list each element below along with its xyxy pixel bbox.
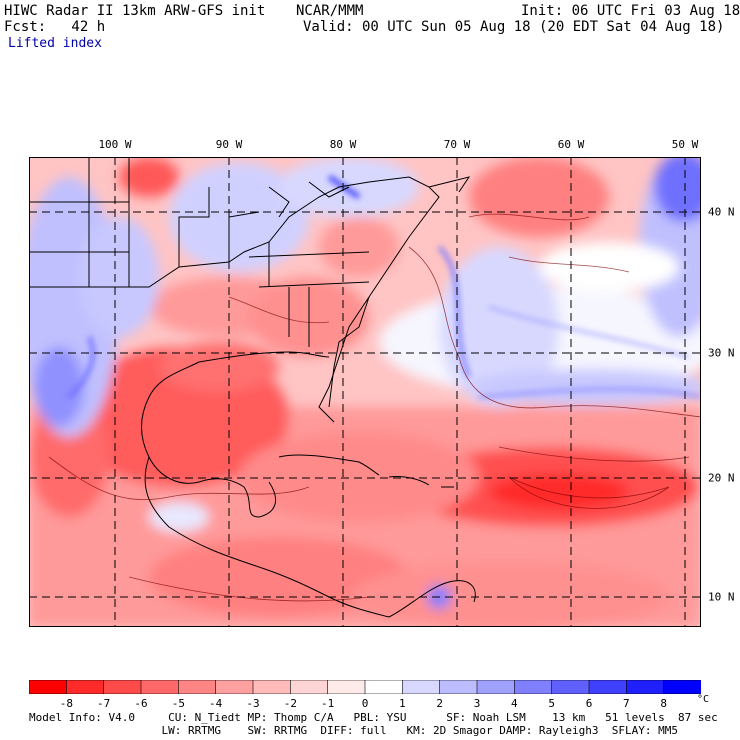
colorbar-swatch [551, 680, 590, 694]
colorbar-tick-label: 6 [585, 697, 593, 710]
map-frame [29, 157, 701, 627]
valid-time: Valid: 00 UTC Sun 05 Aug 18 (20 EDT Sat … [303, 19, 725, 35]
colorbar-swatch [103, 680, 142, 694]
colorbar-swatch [364, 680, 404, 694]
model-title: HIWC Radar II 13km ARW-GFS init [4, 3, 266, 19]
lon-label-90w: 90 W [215, 138, 243, 151]
contours [48, 213, 701, 602]
colorbar-tick-label: 5 [548, 697, 555, 710]
colorbar-unit: °C [697, 694, 710, 705]
colorbar-swatch [663, 680, 701, 694]
colorbar-tick-label: 7 [623, 697, 630, 710]
colorbar-tick-label: -6 [134, 697, 148, 710]
colorbar-tick-label: 1 [399, 697, 406, 710]
colorbar-swatch [252, 680, 292, 694]
colorbar-swatch [29, 680, 68, 694]
colorbar-swatch [215, 680, 254, 694]
colorbar-tick-label: 0 [361, 697, 369, 710]
colorbar-swatch [178, 680, 217, 694]
colorbar-swatch [439, 680, 478, 694]
colorbar-swatch [327, 680, 366, 694]
init-time: Init: 06 UTC Fri 03 Aug 18 [521, 3, 740, 19]
field-streaks [67, 174, 701, 399]
org-label: NCAR/MMM [296, 3, 364, 19]
lifted-index-map [29, 157, 701, 627]
colorbar-swatch [626, 680, 665, 694]
colorbar-tick-label: -1 [321, 697, 335, 710]
colorbar-swatch [290, 680, 329, 694]
colorbar-tick-label: 2 [436, 697, 443, 710]
lon-label-60w: 60 W [557, 138, 585, 151]
lat-label-40n: 40 N [708, 205, 735, 219]
colorbar-tick-label: -3 [246, 697, 260, 710]
field-name: Lifted index [8, 36, 102, 51]
colorbar-tick-label: -2 [283, 697, 297, 710]
colorbar-tick-label: -7 [97, 697, 111, 710]
lon-label-70w: 70 W [443, 138, 471, 151]
lon-label-50w: 50 W [671, 138, 699, 151]
lon-label-80w: 80 W [329, 138, 357, 151]
colorbar-swatch [514, 680, 553, 694]
colorbar [29, 680, 701, 694]
colorbar-tick-label: 8 [660, 697, 667, 710]
forecast-hour: Fcst: 42 h [4, 19, 106, 35]
colorbar-swatch [66, 680, 105, 694]
colorbar-tick-label: -4 [209, 697, 223, 710]
colorbar-tick-label: -5 [171, 697, 185, 710]
lon-label-100w: 100 W [98, 138, 132, 151]
colorbar-swatch [402, 680, 441, 694]
colorbar-tick-label: 3 [473, 697, 481, 710]
field-shading [29, 157, 701, 627]
colorbar-swatch [588, 680, 628, 694]
colorbar-swatch [140, 680, 180, 694]
model-info-line1: Model Info: V4.0 CU: N_Tiedt MP: Thomp C… [29, 711, 718, 724]
model-info-line2: LW: RRTMG SW: RRTMG DIFF: full KM: 2D Sm… [29, 724, 679, 737]
lat-label-10n: 10 N [708, 590, 735, 604]
latlon-grid [29, 157, 701, 627]
coastlines [29, 157, 476, 618]
colorbar-swatch [476, 680, 516, 694]
lat-label-30n: 30 N [708, 346, 735, 360]
colorbar-tick-label: -8 [59, 697, 73, 710]
lat-label-20n: 20 N [708, 471, 735, 485]
colorbar-tick-label: 4 [511, 697, 518, 710]
